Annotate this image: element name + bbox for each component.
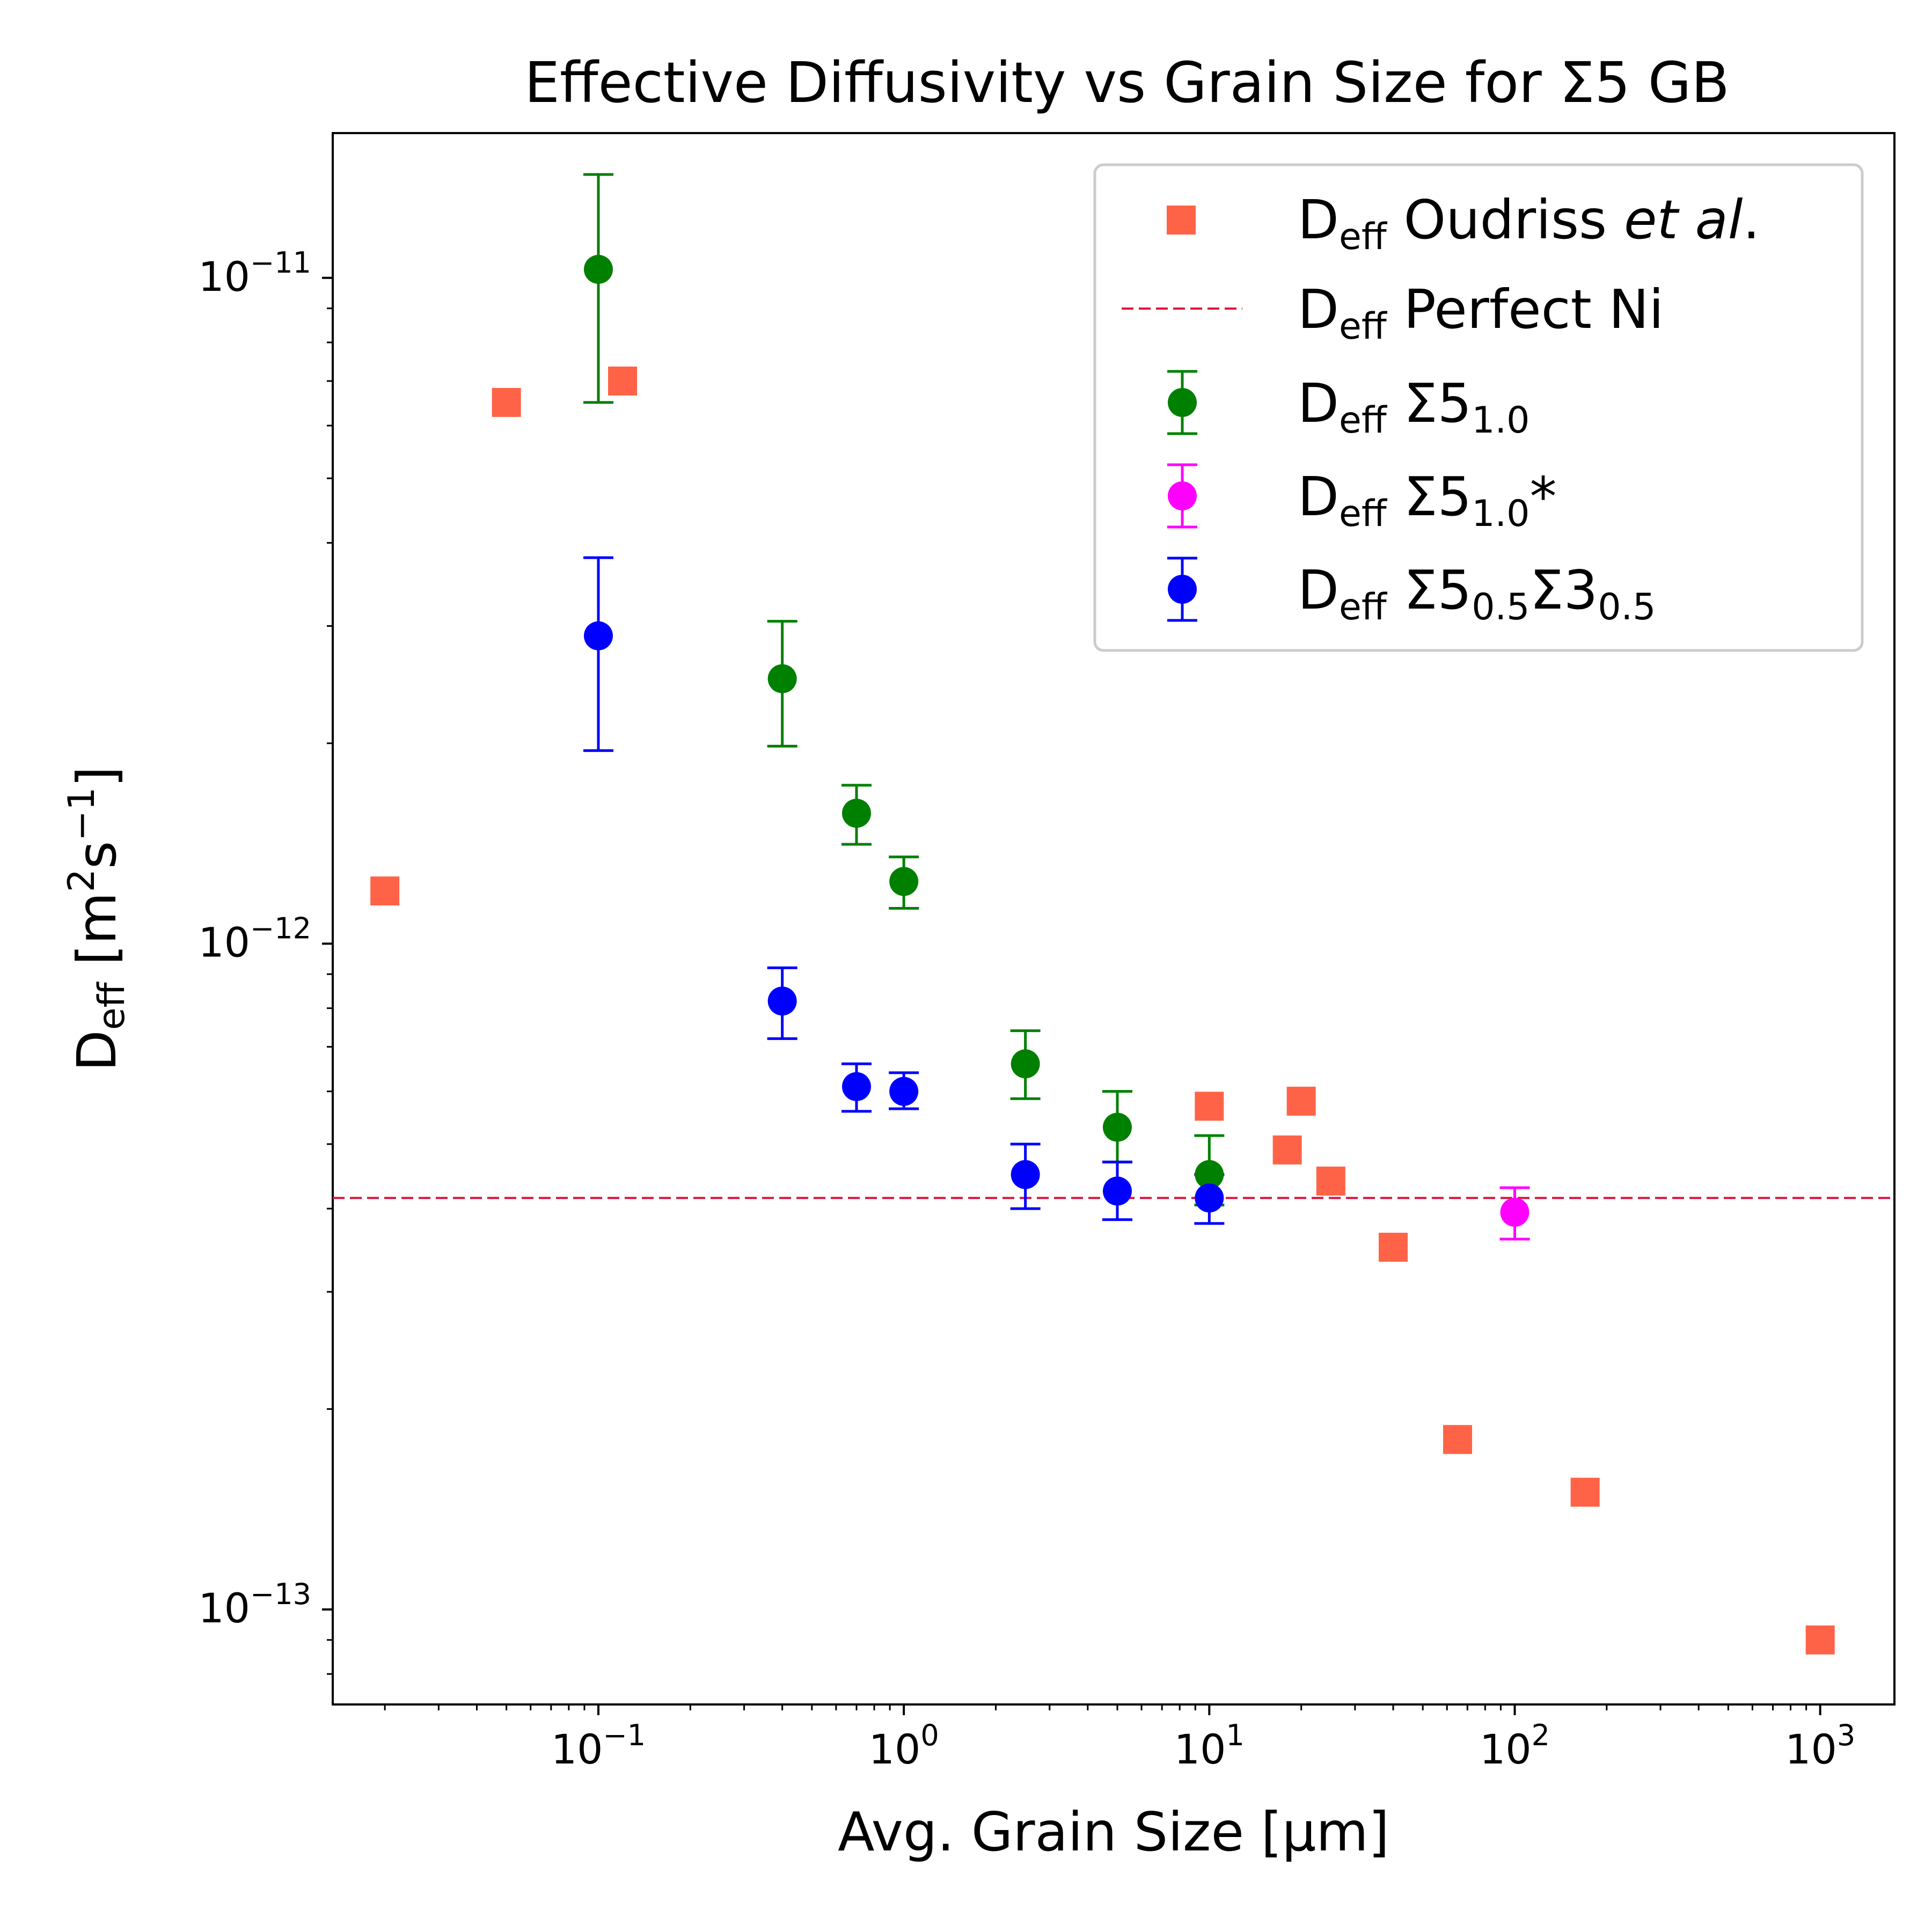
data-point-circle <box>1011 1049 1040 1079</box>
data-point-circle <box>1195 1160 1224 1189</box>
marker-group <box>370 254 1835 1655</box>
data-point-circle <box>1102 1113 1132 1142</box>
data-point-circle <box>841 1072 871 1101</box>
y-axis-label: Deff [m2s−1] <box>61 766 133 1072</box>
y-label-exp1: 2 <box>61 869 103 892</box>
data-point-circle <box>841 799 871 828</box>
data-point-circle <box>1500 1197 1529 1227</box>
data-point-square <box>1570 1477 1600 1507</box>
data-point-circle <box>1102 1176 1132 1206</box>
y-label-unit-close: ] <box>65 766 128 787</box>
svg-text:Deff Σ51.0: Deff Σ51.0 <box>1298 372 1529 442</box>
data-point-square <box>1379 1233 1408 1262</box>
x-axis: 10−1 100 101 102 103 <box>384 1704 1855 1773</box>
data-point-square <box>1286 1086 1316 1116</box>
data-point-circle <box>583 254 613 284</box>
data-point-circle <box>889 1077 919 1106</box>
data-point-square <box>1443 1425 1473 1454</box>
data-point-square <box>1316 1166 1345 1196</box>
data-point-square <box>1195 1092 1224 1121</box>
data-point-circle <box>889 867 919 896</box>
data-point-circle <box>1195 1183 1224 1213</box>
svg-text:Deff Σ50.5Σ30.5: Deff Σ50.5Σ30.5 <box>1298 559 1656 628</box>
y-axis: 10−11 10−12 10−13 <box>198 246 333 1675</box>
data-point-circle <box>1011 1160 1040 1189</box>
y-label-exp2: −1 <box>61 787 103 841</box>
y-label-unit-mid: s <box>65 841 128 869</box>
legend-marker-circle-green <box>1168 388 1197 417</box>
chart-title: Effective Diffusivity vs Grain Size for … <box>524 50 1729 115</box>
svg-text:Deff [m2s−1]: Deff [m2s−1] <box>61 766 133 1072</box>
y-tick-label: 10−12 <box>198 911 311 966</box>
x-tick-label: 10−1 <box>551 1718 646 1773</box>
plot-frame <box>332 132 1896 1706</box>
data-point-circle <box>767 986 797 1016</box>
x-axis-label: Avg. Grain Size [μm] <box>838 1801 1389 1863</box>
legend-entry-oudriss: Deff Oudriss et al. <box>1167 188 1760 258</box>
x-tick-label: 101 <box>1174 1718 1245 1773</box>
svg-text:Deff Perfect Ni: Deff Perfect Ni <box>1298 278 1664 348</box>
data-point-circle <box>583 621 613 650</box>
data-point-square <box>370 876 400 906</box>
data-point-square <box>492 387 521 417</box>
legend-marker-circle-blue <box>1168 575 1197 604</box>
y-label-sub: eff <box>91 981 133 1030</box>
data-point-square <box>1805 1625 1835 1655</box>
legend-marker-circle-magenta <box>1168 481 1197 510</box>
data-point-circle <box>767 664 797 693</box>
legend-box <box>1093 163 1864 652</box>
y-tick-label: 10−13 <box>198 1577 311 1632</box>
legend-entry-sigma5-sigma3: Deff Σ50.5Σ30.5 <box>1167 557 1656 628</box>
legend-entry-sigma5-1-star: Deff Σ51.0* <box>1167 463 1556 535</box>
y-label-unit-open: [m <box>65 892 128 982</box>
svg-text:Deff Σ51.0*: Deff Σ51.0* <box>1298 465 1556 535</box>
y-tick-label: 10−11 <box>198 246 311 301</box>
x-tick-label: 102 <box>1480 1718 1550 1773</box>
plot-area <box>332 132 1896 1706</box>
y-label-base: D <box>65 1030 128 1071</box>
x-tick-label: 103 <box>1785 1718 1855 1773</box>
legend-marker-square <box>1167 206 1196 235</box>
data-point-square <box>1272 1135 1302 1165</box>
svg-text:Deff Oudriss et al.: Deff Oudriss et al. <box>1298 188 1760 258</box>
x-tick-label: 100 <box>869 1718 939 1773</box>
data-point-square <box>608 366 638 396</box>
legend: Deff Oudriss et al. Deff Perfect Ni Deff… <box>1093 163 1864 652</box>
legend-entry-sigma5-1: Deff Σ51.0 <box>1167 370 1529 442</box>
legend-entry-perfect-ni: Deff Perfect Ni <box>1122 278 1664 348</box>
